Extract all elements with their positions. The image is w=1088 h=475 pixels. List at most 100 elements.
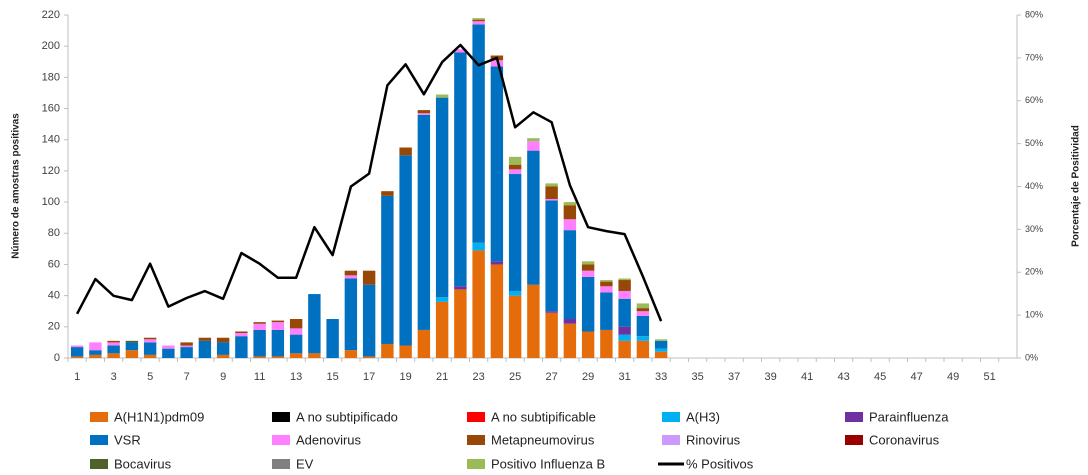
x-tick-label: 21 bbox=[436, 371, 448, 383]
bar-segment bbox=[618, 326, 631, 335]
y-tick-label: 120 bbox=[42, 165, 60, 177]
bar-segment bbox=[527, 284, 540, 358]
bar-segment bbox=[235, 331, 248, 334]
x-tick-label: 33 bbox=[655, 371, 667, 383]
legend-swatch bbox=[90, 459, 108, 469]
bar-segment bbox=[70, 345, 84, 348]
bar-segment bbox=[107, 342, 120, 346]
bar-segment bbox=[618, 280, 631, 291]
bar-segment bbox=[235, 336, 248, 358]
bar-segment bbox=[581, 270, 595, 277]
bar-segment bbox=[563, 205, 577, 220]
bar-segment bbox=[581, 264, 595, 271]
bar-segment bbox=[618, 278, 631, 281]
bar-segment bbox=[362, 270, 376, 285]
y2-axis-title: Porcentaje de Positividad bbox=[1071, 125, 1082, 247]
bar-segment bbox=[399, 155, 412, 346]
bar-segment bbox=[472, 24, 485, 243]
bar-segment bbox=[125, 340, 139, 343]
bar-segment bbox=[143, 354, 157, 358]
y2-tick-label: 60% bbox=[1025, 95, 1043, 105]
bar-segment bbox=[216, 337, 230, 343]
bar-segment bbox=[490, 66, 504, 262]
bar-segment bbox=[545, 312, 558, 358]
bar-segment bbox=[344, 278, 358, 351]
bar-segment bbox=[490, 261, 504, 265]
legend-label: EV bbox=[296, 456, 314, 471]
x-tick-label: 9 bbox=[220, 371, 226, 383]
legend-label: Rinovirus bbox=[686, 432, 741, 447]
bar-segment bbox=[417, 110, 431, 114]
x-tick-label: 41 bbox=[801, 371, 813, 383]
bar-segment bbox=[417, 329, 431, 358]
bar-segment bbox=[600, 280, 613, 282]
x-tick-label: 25 bbox=[509, 371, 521, 383]
legend-label: A(H3) bbox=[686, 409, 720, 424]
legend-label: A no subtipificado bbox=[296, 409, 398, 424]
bar-segment bbox=[508, 290, 522, 296]
x-tick-label: 37 bbox=[728, 371, 740, 383]
bar-segment bbox=[654, 340, 668, 349]
bar-segment bbox=[344, 270, 358, 276]
bar-segment bbox=[235, 333, 248, 337]
bar-segment bbox=[216, 342, 230, 355]
x-tick-label: 7 bbox=[184, 371, 190, 383]
bar-segment bbox=[271, 329, 285, 357]
bar-segment bbox=[180, 342, 193, 346]
bar-segment bbox=[618, 334, 631, 341]
legend-label: Metapneumovirus bbox=[491, 432, 595, 447]
bar-segment bbox=[545, 200, 558, 312]
y-tick-label: 220 bbox=[42, 9, 60, 21]
bar-segment bbox=[362, 284, 376, 357]
bar-segment bbox=[508, 169, 522, 175]
x-tick-label: 3 bbox=[111, 371, 117, 383]
legend-swatch bbox=[90, 435, 108, 445]
y-tick-label: 60 bbox=[48, 258, 60, 270]
bar-segment bbox=[89, 354, 102, 358]
legend-label: A no subtipificable bbox=[491, 409, 596, 424]
legend-swatch bbox=[467, 459, 485, 469]
y-tick-label: 80 bbox=[48, 227, 60, 239]
bar-segment bbox=[162, 345, 175, 349]
bar-segment bbox=[107, 340, 120, 343]
bar-segment bbox=[362, 356, 376, 358]
bar-segment bbox=[107, 345, 120, 354]
y-axis-title: Número de amostras positivas bbox=[11, 113, 22, 259]
legend-swatch bbox=[662, 435, 680, 445]
bar-segment bbox=[89, 342, 102, 351]
x-tick-label: 19 bbox=[400, 371, 412, 383]
bar-segment bbox=[563, 219, 577, 231]
bar-segment bbox=[563, 202, 577, 206]
y-tick-label: 100 bbox=[42, 196, 60, 208]
bar-segment bbox=[545, 311, 558, 313]
bar-segment bbox=[581, 331, 595, 358]
bar-segment bbox=[618, 290, 631, 299]
bar-segment bbox=[472, 19, 485, 22]
x-tick-label: 13 bbox=[290, 371, 302, 383]
y-tick-label: 40 bbox=[48, 290, 60, 302]
y-tick-label: 20 bbox=[48, 321, 60, 333]
bar-segment bbox=[289, 319, 303, 329]
bar-segment bbox=[508, 164, 522, 170]
bar-segment bbox=[563, 319, 577, 324]
legend-swatch bbox=[90, 412, 108, 422]
y2-tick-label: 70% bbox=[1025, 52, 1043, 62]
bar-segment bbox=[271, 320, 285, 323]
legend-swatch bbox=[272, 412, 290, 422]
bar-segment bbox=[253, 322, 266, 324]
bar-segment bbox=[125, 350, 139, 358]
bar-segment bbox=[636, 340, 650, 358]
bar-segment bbox=[253, 323, 266, 330]
bar-segment bbox=[308, 353, 321, 358]
legend-swatch bbox=[467, 435, 485, 445]
x-tick-label: 43 bbox=[838, 371, 850, 383]
bar-segment bbox=[289, 328, 303, 335]
bar-segment bbox=[454, 286, 467, 290]
bar-segment bbox=[399, 147, 412, 156]
bar-segment bbox=[253, 329, 266, 357]
legend-label: Coronavirus bbox=[869, 432, 940, 447]
y-tick-label: 200 bbox=[42, 40, 60, 52]
bar-segment bbox=[417, 114, 431, 330]
bar-segment bbox=[143, 337, 157, 340]
